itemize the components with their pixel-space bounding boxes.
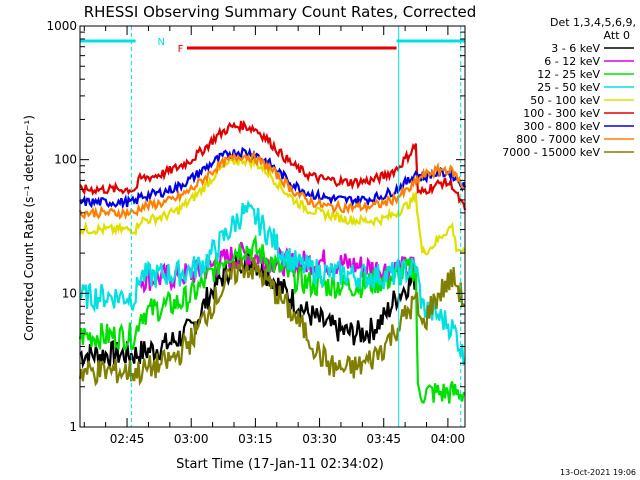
legend-label-2: 12 - 25 keV [537, 68, 600, 81]
legend-header-line-2: Att 0 [604, 29, 630, 42]
series-line-8 [78, 256, 466, 387]
x-tick-label-5: 04:00 [431, 432, 466, 446]
legend-label-0: 3 - 6 keV [551, 42, 600, 55]
x-tick-label-4: 03:45 [366, 432, 401, 446]
legend-label-5: 100 - 300 keV [523, 107, 600, 120]
series-line-7 [78, 151, 466, 221]
top-bar-label-F: F [178, 44, 184, 55]
legend-label-8: 7000 - 15000 keV [502, 146, 600, 159]
footer-date: 13-Oct-2021 19:06 [560, 468, 636, 477]
plot-frame [79, 25, 466, 428]
x-tick-label-1: 03:00 [174, 432, 209, 446]
series-line-5 [79, 119, 467, 211]
legend-header-line-1: Det 1,3,4,5,6,9, [550, 16, 636, 29]
top-bar-label-N: N [158, 37, 165, 48]
y-axis-label: Corrected Count Rate (s⁻¹ detector⁻¹) [22, 115, 36, 341]
x-tick-label-2: 03:15 [238, 432, 273, 446]
y-tick-label-2: 100 [54, 153, 77, 167]
series-line-3 [79, 199, 466, 367]
chart-title: RHESSI Observing Summary Count Rates, Co… [84, 3, 477, 21]
series-line-4 [79, 154, 467, 256]
x-tick-label-0: 02:45 [110, 432, 145, 446]
legend-label-6: 300 - 800 keV [523, 120, 600, 133]
legend-label-1: 6 - 12 keV [544, 55, 600, 68]
legend-label-7: 800 - 7000 keV [516, 133, 600, 146]
x-axis-label: Start Time (17-Jan-11 02:34:02) [176, 457, 384, 472]
legend-label-3: 25 - 50 keV [537, 81, 600, 94]
y-tick-label-0: 1 [69, 420, 77, 434]
legend-label-4: 50 - 100 keV [530, 94, 600, 107]
y-tick-label-1: 10 [62, 286, 77, 300]
x-tick-label-3: 03:30 [302, 432, 337, 446]
y-tick-label-3: 1000 [46, 19, 77, 33]
